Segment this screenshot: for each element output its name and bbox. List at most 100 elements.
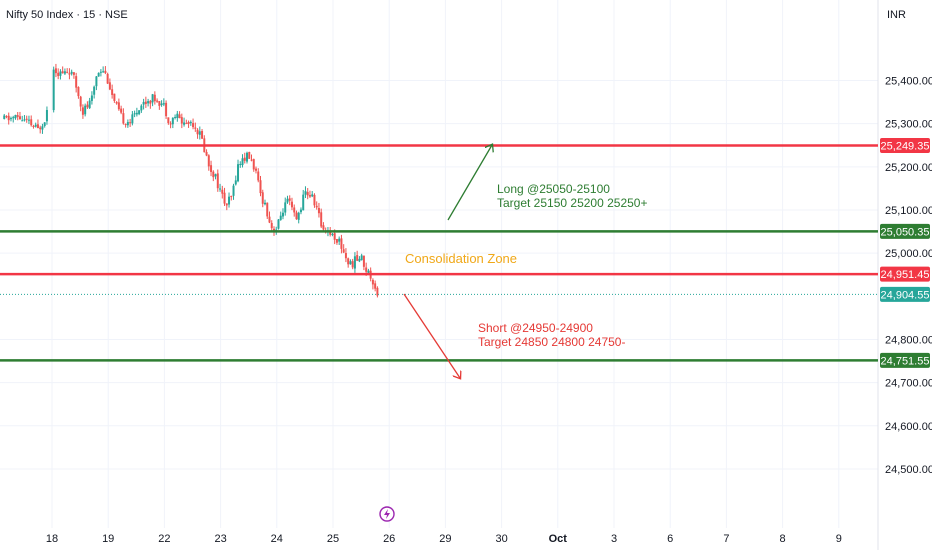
candle-body — [12, 117, 15, 119]
candle-body — [243, 157, 246, 161]
short-target: Target 24850 24800 24750- — [478, 335, 625, 349]
candle-body — [167, 117, 170, 124]
candle-body — [333, 233, 336, 240]
level-badge-label: 25,249.35 — [881, 141, 930, 153]
candle-body — [36, 124, 39, 129]
candle-body — [221, 189, 224, 194]
candle-body — [176, 113, 179, 118]
candle-body — [219, 188, 222, 190]
level-badge-label: 25,050.35 — [881, 226, 930, 238]
candle-body — [308, 195, 311, 197]
candle-body — [232, 185, 235, 196]
candle-body — [52, 69, 55, 111]
candle-body — [315, 205, 318, 208]
candle-body — [133, 113, 136, 115]
long-label: Long @25050-25100 — [497, 182, 610, 196]
candle-body — [248, 152, 251, 159]
candle-body — [252, 159, 255, 170]
level-badge — [880, 266, 930, 282]
y-axis[interactable]: 25,400.00 25,300.00 25,200.00 25,100.00 25,0… — [885, 76, 932, 476]
candle-body — [225, 203, 228, 206]
candle-body — [212, 171, 215, 178]
candle-body — [185, 123, 188, 125]
candle-body — [124, 123, 127, 125]
candle-body — [201, 131, 204, 139]
x-tick-label: 26 — [383, 533, 395, 545]
candle-body — [360, 255, 363, 261]
candle-body — [84, 105, 87, 115]
candle-body — [288, 198, 291, 201]
candle-body — [140, 105, 143, 111]
candle-body — [367, 270, 370, 273]
candle-body — [5, 116, 8, 118]
candle-body — [3, 115, 6, 119]
y-tick-label: 24,600.00 — [885, 421, 932, 433]
level-badge — [880, 223, 930, 239]
candle-body — [41, 126, 44, 130]
candle-body — [95, 76, 98, 87]
short-arrow — [403, 293, 460, 378]
candle-body — [147, 101, 150, 104]
event-marker[interactable] — [379, 506, 395, 522]
candle-body — [210, 165, 213, 172]
level-badge — [880, 352, 930, 368]
candle-body — [156, 100, 159, 102]
candle-body — [322, 225, 325, 230]
candle-body — [59, 71, 62, 76]
candle-body — [351, 261, 354, 268]
candle-body — [25, 118, 28, 120]
candle-body — [214, 174, 217, 177]
x-tick-label: 19 — [102, 533, 114, 545]
candle-body — [174, 116, 177, 118]
candle-body — [198, 131, 201, 135]
candle-body — [90, 95, 93, 101]
y-tick-label: 25,300.00 — [885, 119, 932, 131]
candle-body — [70, 71, 73, 74]
candle-body — [111, 89, 114, 95]
candle-body — [135, 112, 138, 115]
candle-body — [299, 209, 302, 213]
candle-body — [79, 96, 82, 107]
candle-body — [311, 194, 314, 197]
candle-body — [30, 119, 33, 126]
x-tick-label: 24 — [271, 533, 283, 545]
candle-body — [239, 163, 242, 165]
candle-body — [9, 118, 12, 120]
candle-body — [290, 201, 293, 208]
candle-body — [68, 73, 71, 75]
currency-label: INR — [887, 9, 906, 21]
candle-body — [43, 122, 46, 126]
candle-body — [365, 267, 368, 272]
candle-body — [63, 71, 66, 74]
candle-body — [126, 122, 129, 126]
candle-body — [331, 234, 334, 236]
short-label: Short @24950-24900 — [478, 321, 593, 335]
candle-body — [7, 115, 10, 121]
candle-body — [115, 102, 118, 104]
candle-body — [153, 94, 156, 102]
x-tick-label: 23 — [214, 533, 226, 545]
candle-body — [131, 114, 134, 124]
candle-body — [230, 196, 233, 198]
candle-body — [57, 72, 60, 77]
candle-body — [320, 212, 323, 227]
candle-body — [196, 129, 199, 135]
candle-body — [353, 256, 356, 269]
candle-body — [18, 116, 21, 120]
candle-body — [329, 230, 332, 235]
candle-body — [81, 107, 84, 115]
candle-body — [187, 121, 190, 125]
candle-body — [27, 119, 30, 121]
candle-body — [165, 102, 168, 117]
candle-body — [338, 238, 341, 242]
candle-body — [347, 258, 350, 265]
candle-body — [88, 100, 91, 109]
x-axis[interactable]: 18 19 22 23 24 25 26 29 30 Oct 3 6 7 8 9 — [46, 533, 842, 545]
svg-text:24,904.55: 24,904.55 — [881, 289, 930, 301]
candle-body — [45, 110, 48, 122]
candle-body — [246, 152, 249, 162]
candle-body — [180, 117, 183, 124]
candle-body — [349, 261, 352, 265]
